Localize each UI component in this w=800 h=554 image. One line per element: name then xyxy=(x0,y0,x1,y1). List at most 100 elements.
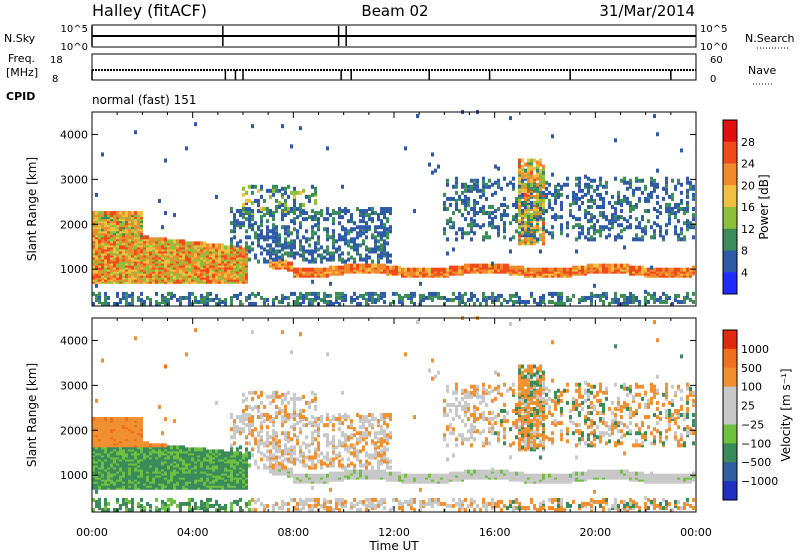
power-cell xyxy=(188,253,191,258)
power-cell xyxy=(617,302,620,306)
power-cell xyxy=(527,267,530,272)
power-cell xyxy=(536,164,539,169)
power-cell xyxy=(104,211,107,216)
vel-cell xyxy=(155,497,158,502)
power-cell xyxy=(578,180,581,185)
power-cell xyxy=(110,223,113,228)
power-cell xyxy=(128,221,131,226)
power-cell xyxy=(116,267,119,272)
power-cell xyxy=(650,180,653,185)
power-cell xyxy=(272,261,275,266)
freq-trace xyxy=(91,69,696,80)
power-cell xyxy=(95,213,98,218)
vel-cell xyxy=(95,481,98,486)
power-cell xyxy=(230,253,233,258)
power-cell xyxy=(380,223,383,228)
power-cell xyxy=(689,180,692,185)
power-cell xyxy=(188,257,191,262)
power-cell xyxy=(572,225,575,230)
power-cell xyxy=(413,302,416,306)
power-cell xyxy=(617,198,620,203)
vel-cell xyxy=(200,465,203,470)
nsearch-label: N.Search xyxy=(745,32,795,45)
power-cell xyxy=(617,223,620,228)
vel-cell xyxy=(140,449,143,454)
power-cell xyxy=(98,267,101,272)
power-cell xyxy=(395,291,398,296)
power-cell xyxy=(281,124,284,129)
power-cell xyxy=(143,299,146,304)
power-cell xyxy=(128,235,131,240)
vel-cell xyxy=(164,447,167,452)
power-cell xyxy=(209,265,212,270)
vel-cell xyxy=(116,423,119,428)
vel-cell xyxy=(182,461,185,466)
power-cell xyxy=(689,221,692,226)
power-cell xyxy=(164,271,167,276)
vel-cell xyxy=(140,437,143,442)
power-cell xyxy=(143,277,146,282)
power-cell xyxy=(101,245,104,250)
power-cell xyxy=(212,297,215,302)
power-cell xyxy=(152,273,155,278)
power-cell xyxy=(641,265,644,270)
power-cell xyxy=(281,253,284,258)
power-cell xyxy=(197,299,200,304)
power-cell xyxy=(125,217,128,222)
power-cell xyxy=(113,233,116,238)
power-cell xyxy=(119,297,122,302)
power-cell xyxy=(101,213,104,218)
power-cell xyxy=(167,251,170,256)
power-cell xyxy=(176,261,179,266)
power-cell xyxy=(296,215,299,220)
power-cell xyxy=(140,255,143,260)
power-cell xyxy=(107,241,110,246)
power-cell xyxy=(539,202,542,207)
vel-cell xyxy=(173,419,176,424)
power-cell xyxy=(206,277,209,282)
power-cell xyxy=(92,211,95,216)
power-cell xyxy=(665,293,668,298)
power-cell xyxy=(107,215,110,220)
power-cell xyxy=(485,265,488,270)
power-cell xyxy=(161,239,164,244)
vel-cell xyxy=(119,425,122,430)
power-cell xyxy=(326,302,329,306)
power-cell xyxy=(470,263,473,268)
power-cell xyxy=(110,257,113,262)
power-cell xyxy=(482,269,485,274)
vel-cell xyxy=(98,449,101,454)
vel-cell xyxy=(104,459,107,464)
power-cell xyxy=(338,257,341,262)
power-cell xyxy=(272,223,275,228)
power-cell xyxy=(326,237,329,242)
power-cell xyxy=(188,273,191,278)
vel-cell xyxy=(182,477,185,482)
power-cell xyxy=(443,200,446,205)
power-cell xyxy=(605,295,608,300)
vel-cell xyxy=(170,461,173,466)
power-cell xyxy=(560,184,563,189)
power-cell xyxy=(341,257,344,262)
power-cell xyxy=(527,269,530,274)
power-cell xyxy=(263,235,266,240)
power-cell xyxy=(239,213,242,218)
vel-cell xyxy=(122,483,125,488)
power-cell xyxy=(368,255,371,260)
power-cell xyxy=(536,184,539,189)
vel-cell xyxy=(128,437,131,442)
power-cell xyxy=(299,267,302,272)
power-cell xyxy=(248,207,251,212)
vel-cell xyxy=(92,485,95,490)
vel-cell xyxy=(164,475,167,480)
power-cell xyxy=(401,271,404,276)
power-cell xyxy=(524,168,527,173)
power-cell xyxy=(161,253,164,258)
power-cell xyxy=(464,291,467,296)
vel-cell xyxy=(125,437,128,442)
power-cell xyxy=(197,245,200,250)
power-cell xyxy=(383,263,386,268)
power-cell xyxy=(269,259,272,264)
power-cell xyxy=(515,205,518,209)
power-cell xyxy=(206,279,209,284)
